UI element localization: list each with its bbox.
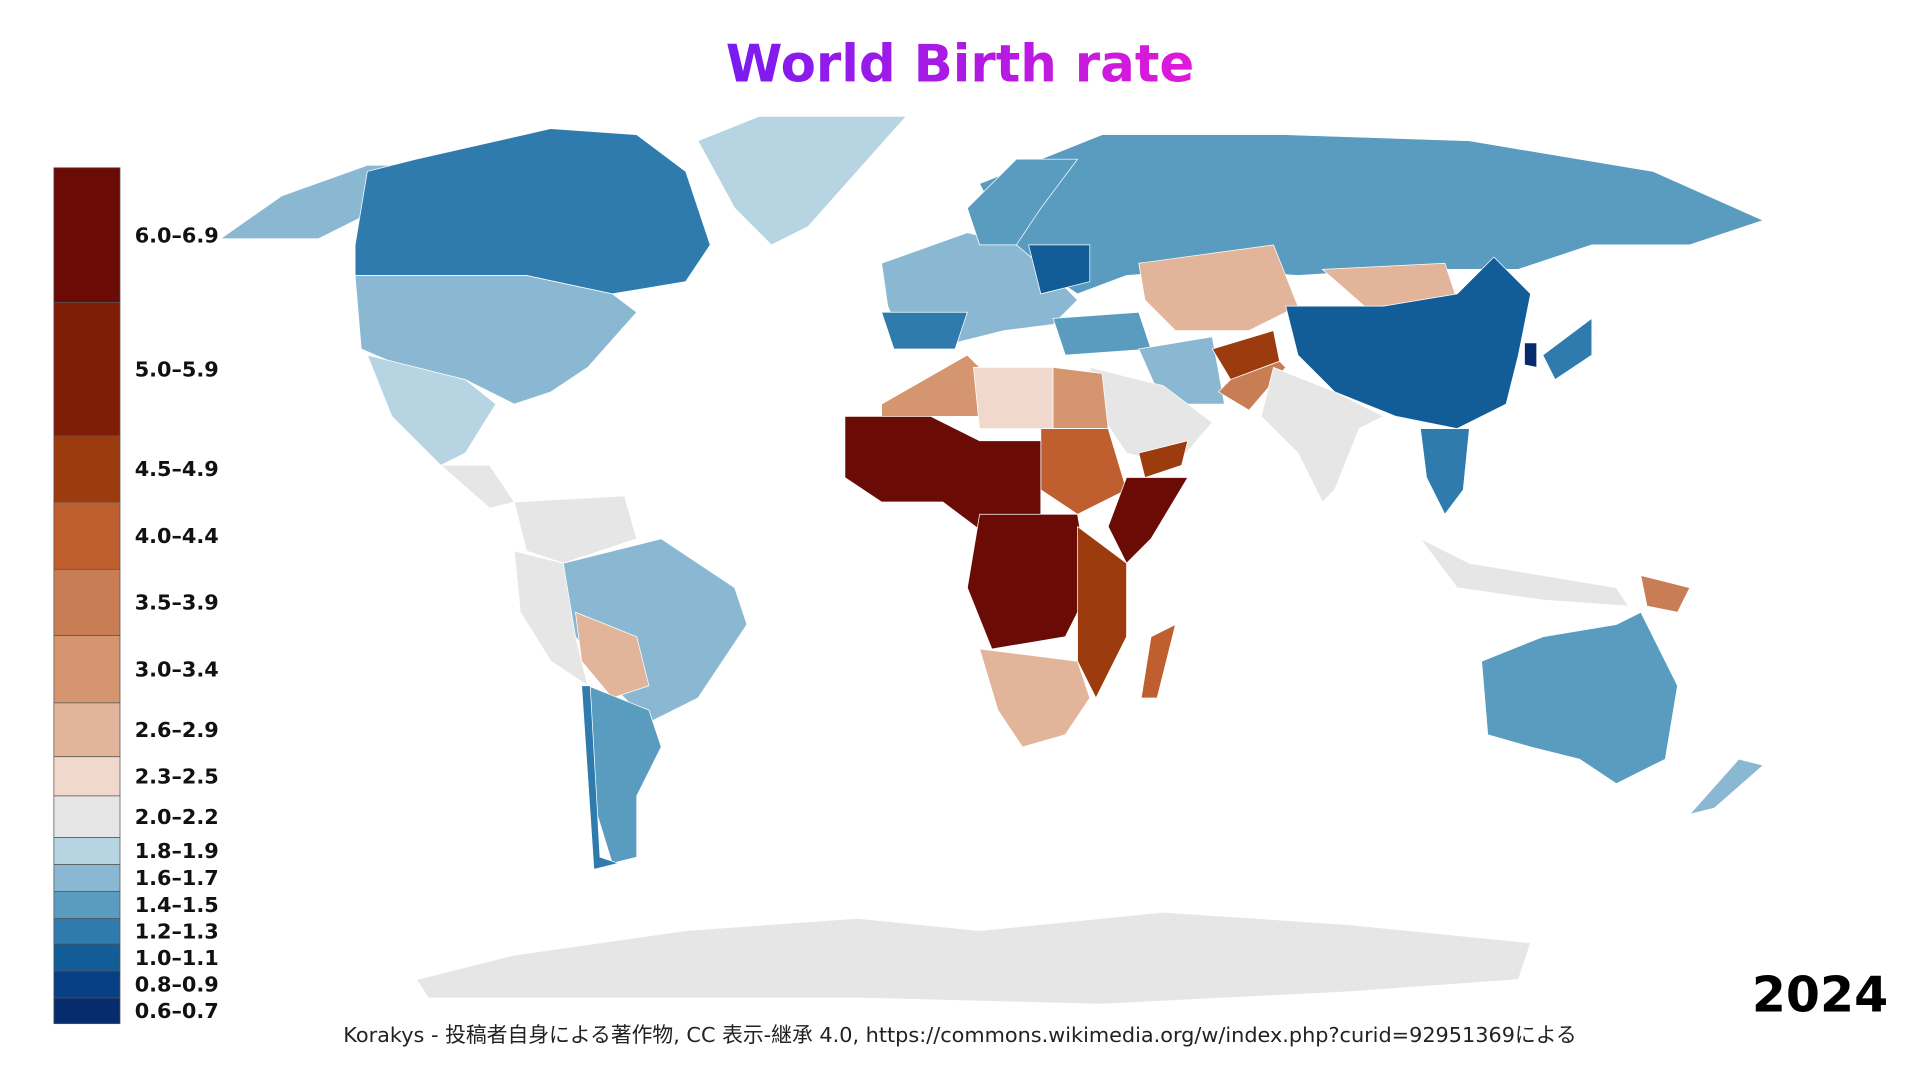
legend-label: 3.5–3.9 (135, 591, 219, 615)
world-map (219, 115, 1765, 1005)
legend: 6.0–6.9 5.0–5.9 4.5–4.9 4.0–4.4 3.5–3.9 3.0–3… (53, 167, 219, 1025)
legend-swatch (53, 435, 121, 503)
legend-swatch (53, 918, 121, 945)
legend-label: 1.0–1.1 (135, 946, 219, 970)
legend-swatch (53, 970, 121, 999)
legend-swatch (53, 864, 121, 892)
legend-label: 2.3–2.5 (135, 765, 219, 789)
legend-label: 1.6–1.7 (135, 866, 219, 890)
legend-swatch (53, 891, 121, 919)
legend-swatch (53, 943, 121, 972)
legend-label: 2.6–2.9 (135, 718, 219, 742)
legend-swatch (53, 569, 121, 636)
legend-label: 5.0–5.9 (135, 357, 219, 381)
legend-swatch (53, 501, 121, 570)
legend-label: 4.5–4.9 (135, 457, 219, 481)
attribution: Korakys - 投稿者自身による著作物, CC 表示-継承 4.0, htt… (343, 1023, 1576, 1047)
legend-swatch (53, 756, 121, 797)
legend-swatch (53, 997, 121, 1025)
legend-label: 1.4–1.5 (135, 893, 219, 917)
legend-swatch (53, 635, 121, 704)
legend-label: 1.8–1.9 (135, 839, 219, 863)
legend-label: 1.2–1.3 (135, 919, 219, 943)
legend-label: 6.0–6.9 (135, 223, 219, 247)
legend-label: 0.8–0.9 (135, 973, 219, 997)
legend-label: 2.0–2.2 (135, 805, 219, 829)
title: World Birth rate (726, 34, 1195, 94)
legend-swatch (53, 702, 121, 758)
legend-swatch (53, 837, 121, 865)
legend-swatch (53, 302, 121, 437)
legend-label: 4.0–4.4 (135, 524, 219, 548)
legend-label: 0.6–0.7 (135, 999, 219, 1023)
legend-swatch (53, 167, 121, 303)
year: 2024 (1752, 966, 1888, 1023)
legend-swatch (53, 795, 121, 838)
legend-label: 3.0–3.4 (135, 657, 219, 681)
